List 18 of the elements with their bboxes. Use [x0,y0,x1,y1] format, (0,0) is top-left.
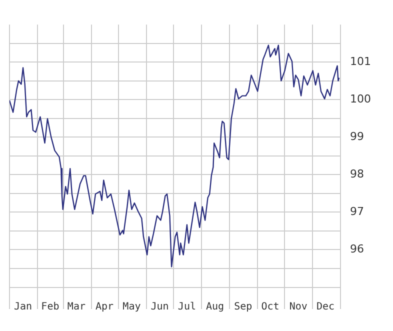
x-tick-label: Sep [234,302,252,313]
x-tick-label: Aug [206,302,224,313]
x-tick-label: Jan [14,302,32,313]
x-tick-label: Mar [67,302,86,313]
y-tick-label: 99 [350,130,364,143]
x-tick-label: Apr [96,302,114,313]
y-tick-label: 98 [350,167,364,180]
x-tick-label: Jul [178,302,196,313]
y-tick-label: 101 [350,54,372,68]
x-tick-label: Feb [41,302,60,313]
y-tick-label: 100 [350,92,372,106]
x-tick-label: May [122,302,141,313]
x-tick-label: Jun [150,302,169,313]
x-tick-label: Oct [261,302,280,313]
y-tick-label: 97 [350,204,364,218]
x-tick-label: Nov [289,302,308,313]
y-tick-label: 96 [350,242,364,256]
x-tick-label: Dec [316,302,335,313]
